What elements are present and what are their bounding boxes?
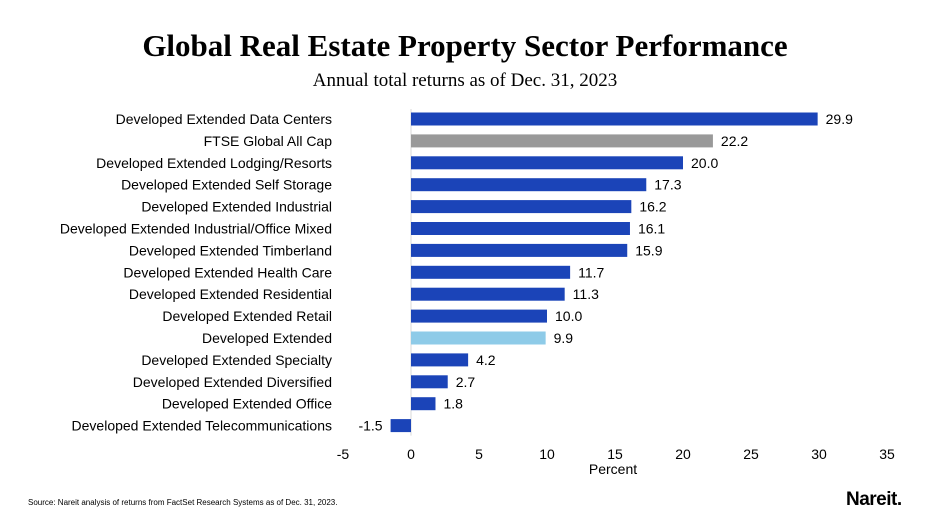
category-label: Developed Extended Timberland [129, 242, 332, 258]
chart-subtitle: Annual total returns as of Dec. 31, 2023 [312, 70, 618, 91]
x-tick-label: 25 [743, 446, 759, 462]
data-label: 9.9 [554, 330, 574, 346]
data-label: 11.3 [573, 286, 599, 302]
data-label: 1.8 [443, 396, 463, 412]
bar [411, 375, 448, 389]
x-axis-label: Percent [589, 461, 637, 477]
bar [411, 134, 713, 148]
category-label: Developed Extended Industrial [141, 199, 332, 215]
bar [411, 200, 632, 214]
data-label: 11.7 [578, 264, 604, 280]
category-label: Developed Extended Industrial/Office Mix… [60, 221, 332, 237]
category-label: Developed Extended Health Care [123, 264, 332, 280]
data-label: 17.3 [654, 177, 681, 193]
category-label: Developed Extended Lodging/Resorts [96, 155, 332, 171]
category-label: Developed Extended Diversified [133, 374, 332, 390]
bar [411, 265, 571, 279]
bar [411, 243, 628, 257]
data-label: 4.2 [476, 352, 496, 368]
x-tick-label: 5 [475, 446, 483, 462]
bar [411, 222, 630, 235]
data-label: 22.2 [721, 133, 748, 149]
chart-title: Global Real Estate Property Sector Perfo… [142, 28, 788, 63]
bar [411, 353, 469, 367]
bar [411, 112, 818, 126]
bar-chart: Developed Extended Data Centers 29.9 FTSE … [60, 109, 895, 477]
x-tick-label: -5 [337, 446, 350, 462]
data-label: 10.0 [555, 308, 582, 324]
bar [390, 419, 411, 433]
bar [411, 287, 565, 301]
data-label: 20.0 [691, 155, 718, 171]
bar [411, 178, 647, 192]
x-tick-label: 10 [539, 446, 555, 462]
x-tick-label: 30 [811, 446, 827, 462]
bar [411, 156, 683, 170]
category-label: Developed Extended [202, 330, 332, 346]
category-label: Developed Extended Data Centers [116, 111, 332, 127]
category-label: Developed Extended Self Storage [121, 177, 332, 193]
bar [411, 331, 546, 345]
data-label: 16.2 [639, 199, 666, 215]
x-tick-label: 20 [675, 446, 691, 462]
x-tick-label: 15 [607, 446, 623, 462]
category-label: FTSE Global All Cap [204, 133, 333, 149]
source-note: Source: Nareit analysis of returns from … [28, 498, 338, 507]
data-label: -1.5 [358, 418, 382, 434]
category-label: Developed Extended Office [162, 396, 332, 412]
x-tick-label: 0 [407, 446, 415, 462]
nareit-logo: Nareit. [846, 489, 902, 510]
category-label: Developed Extended Retail [162, 308, 332, 324]
data-label: 29.9 [826, 111, 853, 127]
category-label: Developed Extended Telecommunications [72, 418, 332, 434]
category-label: Developed Extended Residential [129, 286, 332, 302]
category-label: Developed Extended Specialty [141, 352, 332, 368]
data-label: 2.7 [456, 374, 476, 390]
data-label: 16.1 [638, 221, 665, 237]
x-tick-label: 35 [879, 446, 895, 462]
bar [411, 397, 436, 411]
data-label: 15.9 [635, 242, 662, 258]
bar [411, 309, 547, 323]
